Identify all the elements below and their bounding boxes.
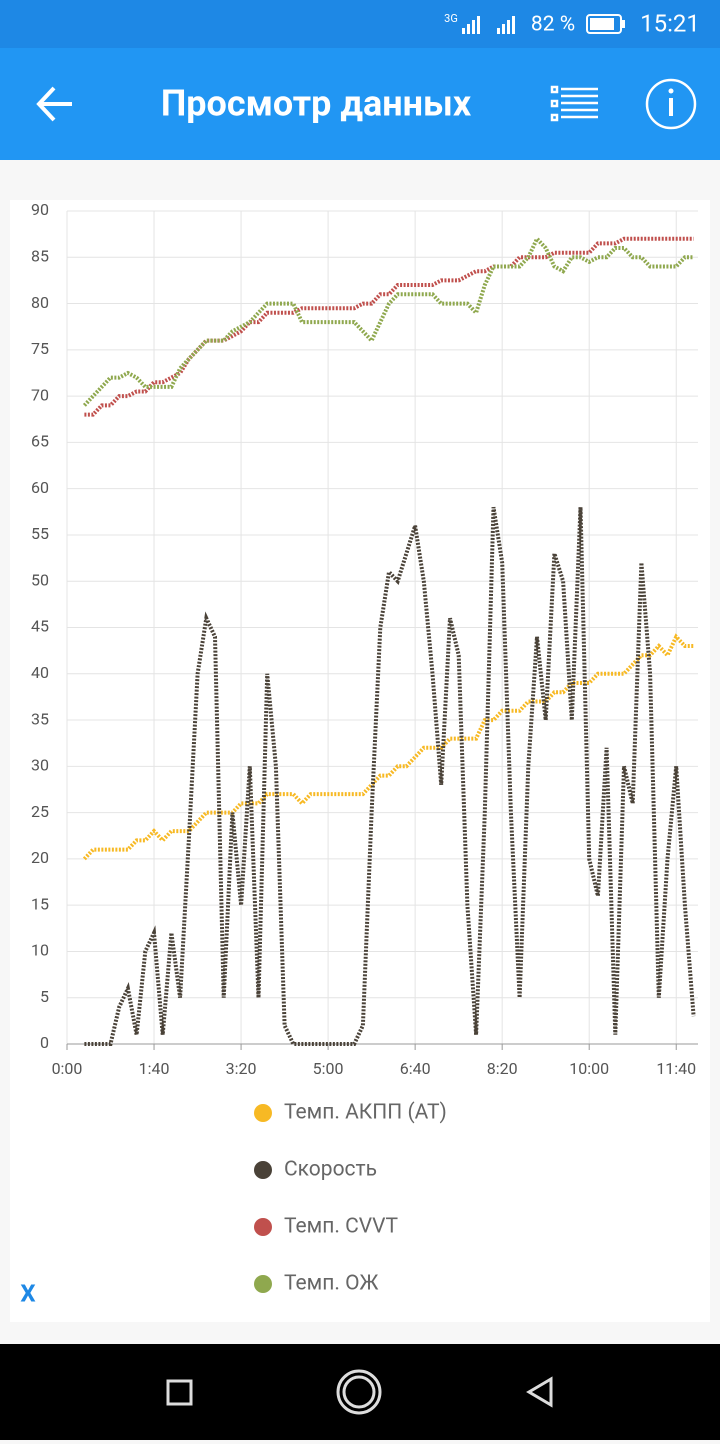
legend-marker — [254, 1104, 272, 1122]
y-tick-label: 45 — [31, 617, 49, 636]
y-tick-label: 20 — [31, 848, 49, 867]
home-button[interactable] — [336, 1369, 382, 1415]
y-tick-label: 35 — [31, 709, 49, 728]
legend-label: Темп. ОЖ — [284, 1272, 378, 1296]
recents-button[interactable] — [166, 1379, 193, 1406]
x-tick-label: 5:00 — [313, 1059, 344, 1078]
series-line — [84, 506, 696, 1046]
x-tick-label: 0:00 — [52, 1059, 83, 1078]
y-tick-label: 75 — [31, 339, 49, 358]
legend-marker — [254, 1161, 272, 1179]
legend-marker — [254, 1275, 272, 1293]
y-tick-label: 10 — [31, 941, 49, 960]
y-tick-label: 5 — [40, 987, 49, 1006]
battery-icon — [586, 14, 625, 34]
close-button[interactable]: X — [20, 1279, 35, 1307]
x-tick-label: 8:20 — [487, 1059, 518, 1078]
clock: 15:21 — [640, 9, 700, 37]
y-tick-label: 80 — [31, 293, 49, 312]
y-tick-label: 55 — [31, 524, 49, 543]
legend-label: Темп. CVVT — [284, 1215, 399, 1239]
y-tick-label: 90 — [31, 200, 49, 219]
y-tick-label: 60 — [31, 478, 49, 497]
battery-level: 82 % — [531, 13, 575, 37]
series-line — [82, 235, 694, 407]
back-button[interactable] — [36, 86, 72, 122]
signal-icons — [462, 16, 515, 34]
y-tick-label: 65 — [31, 432, 49, 451]
list-button[interactable] — [550, 85, 598, 122]
y-tick-label: 50 — [31, 570, 49, 589]
x-tick-label: 10:00 — [569, 1059, 609, 1078]
legend-marker — [254, 1218, 272, 1236]
legend-label: Темп. АКПП (AT) — [284, 1101, 447, 1125]
y-tick-label: 70 — [31, 385, 49, 404]
series-line — [84, 236, 694, 417]
y-tick-label: 25 — [31, 802, 49, 821]
y-tick-label: 0 — [40, 1033, 49, 1052]
nav-bar — [0, 1344, 720, 1440]
legend-label: Скорость — [284, 1158, 377, 1182]
y-tick-label: 85 — [31, 246, 49, 265]
network: 3G — [444, 12, 458, 25]
back-nav-button[interactable] — [526, 1376, 553, 1408]
x-tick-label: 1:40 — [139, 1059, 170, 1078]
app-bar — [0, 48, 720, 160]
x-tick-label: 6:40 — [400, 1059, 431, 1078]
chart-card — [10, 200, 710, 1322]
y-tick-label: 30 — [31, 756, 49, 775]
y-tick-label: 15 — [31, 894, 49, 913]
plot: 0 5 10 15 20 25 30 35 40 45 50 55 60 65 70 75 80 85 90 0:00… — [31, 200, 698, 1296]
y-tick-label: 40 — [31, 663, 49, 682]
x-tick-label: 3:20 — [226, 1059, 257, 1078]
info-button[interactable] — [645, 78, 697, 130]
x-tick-label: 11:40 — [656, 1059, 696, 1078]
app-title: Просмотр данных — [161, 83, 472, 125]
